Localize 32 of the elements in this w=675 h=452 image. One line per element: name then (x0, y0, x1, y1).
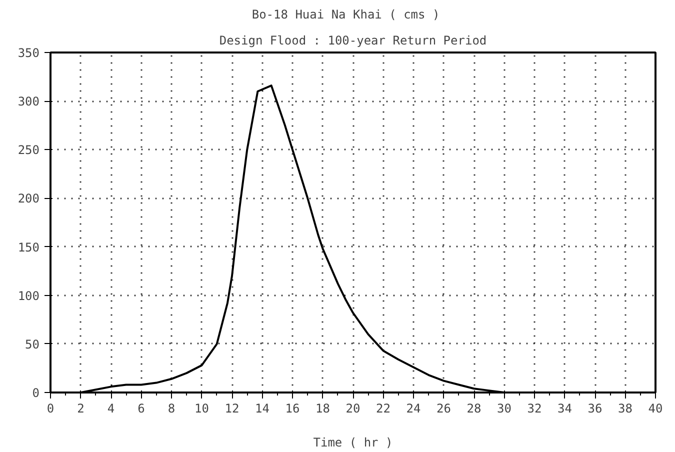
x-tick-label: 28 (466, 402, 482, 416)
x-tick-label: 10 (194, 402, 209, 416)
chart-title: Bo-18 Huai Na Khai ( cms ) (252, 8, 440, 22)
y-tick-label: 0 (32, 386, 40, 400)
x-tick-label: 20 (346, 402, 360, 416)
x-tick-label: 2 (77, 402, 84, 416)
x-tick-label: 16 (285, 402, 300, 416)
y-tick-label: 200 (18, 192, 40, 206)
x-tick-label: 12 (224, 402, 240, 416)
x-tick-label: 6 (138, 402, 145, 416)
y-tick-label: 150 (18, 240, 40, 254)
x-tick-label: 4 (107, 402, 115, 416)
x-tick-label: 8 (168, 402, 176, 416)
x-tick-label: 14 (255, 402, 270, 416)
y-tick-label: 100 (18, 288, 40, 303)
x-tick-label: 32 (527, 402, 542, 416)
y-tick-label: 50 (25, 337, 40, 352)
x-tick-label: 0 (46, 402, 54, 416)
y-tick-label: 350 (18, 46, 40, 60)
x-axis-title: Time ( hr ) (313, 436, 393, 450)
x-tick-label: 38 (618, 402, 632, 416)
x-tick-label: 40 (648, 402, 663, 416)
x-tick-label: 24 (406, 402, 421, 416)
y-tick-label: 250 (18, 143, 40, 158)
x-tick-label: 22 (376, 402, 390, 416)
x-tick-label: 18 (316, 402, 330, 416)
y-tick-label: 300 (18, 94, 40, 109)
x-tick-label: 34 (558, 402, 572, 416)
x-tick-label: 30 (497, 402, 512, 416)
chart-subtitle: Design Flood : 100-year Return Period (219, 34, 487, 48)
x-tick-label: 26 (436, 402, 451, 416)
x-tick-label: 36 (588, 402, 602, 416)
